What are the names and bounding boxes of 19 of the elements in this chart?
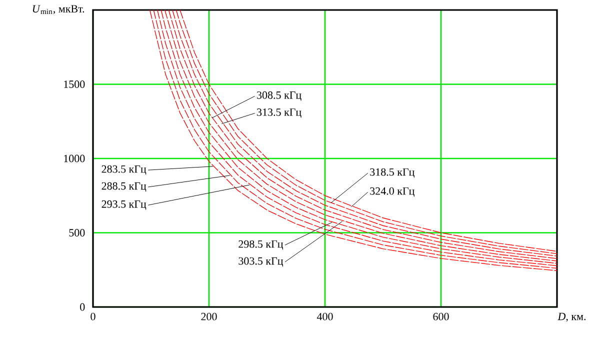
annotation: 308.5 кГц	[257, 91, 302, 101]
x-tick-label: 200	[201, 312, 217, 320]
annotation: 283.5 кГц	[102, 165, 146, 175]
annotation: 313.5 кГц	[257, 108, 302, 118]
y-tick-label: 0	[80, 303, 85, 311]
annotation: 298.5 кГц	[238, 240, 284, 250]
annotation: 293.5 кГц	[102, 200, 146, 210]
y-tick-label: 1000	[64, 154, 85, 162]
x-axis-title: D, км.	[558, 312, 586, 322]
annotation: 303.5 кГц	[238, 257, 284, 267]
annotation: 318.5 кГц	[370, 168, 414, 178]
y-tick-label: 500	[69, 229, 85, 236]
y-axis-title: U$_{min}$, мкВт.	[32, 5, 84, 14]
x-tick-label: 0	[90, 312, 96, 320]
annotation: 288.5 кГц	[102, 182, 146, 192]
x-tick-label: 600	[433, 312, 449, 320]
y-tick-label: 1500	[64, 80, 85, 88]
x-tick-label: 400	[316, 312, 333, 320]
annotation: 324.0 кГц	[370, 187, 414, 197]
